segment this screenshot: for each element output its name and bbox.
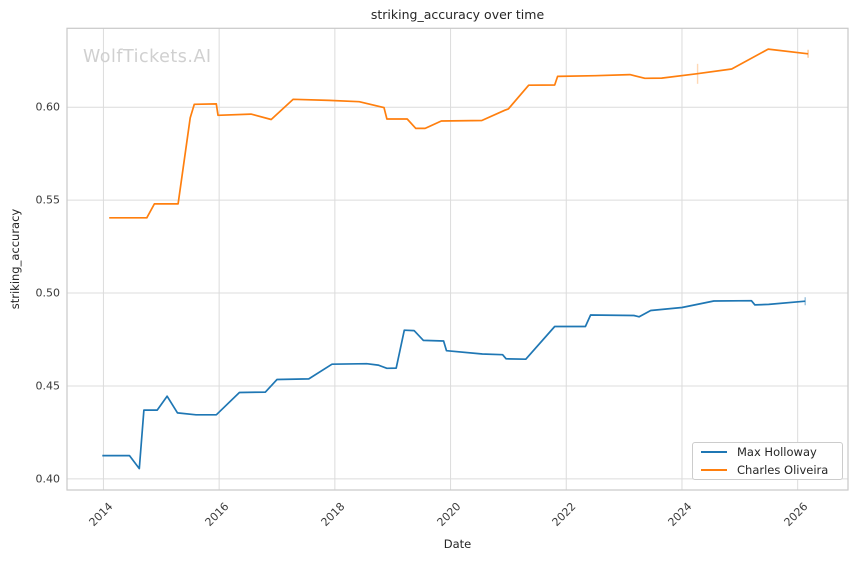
legend-label: Charles Oliveira — [737, 462, 829, 477]
series-line-max-holloway — [102, 299, 806, 470]
legend-label: Max Holloway — [737, 445, 817, 460]
chart-title: striking_accuracy over time — [370, 7, 545, 22]
legend-line-swatch-orange — [701, 468, 727, 471]
legend-item-max-holloway: Max Holloway — [701, 445, 834, 460]
y-tick-label: 0.45 — [35, 379, 61, 393]
y-axis-label: striking_accuracy — [8, 208, 22, 310]
series-line-charles-oliveira — [109, 48, 809, 219]
legend-line-swatch-blue — [701, 451, 727, 454]
y-tick-label: 0.60 — [35, 100, 61, 114]
y-tick-label: 0.55 — [35, 193, 61, 207]
y-tick-label: 0.40 — [35, 472, 61, 486]
legend: Max Holloway Charles Oliveira — [692, 442, 843, 480]
watermark: WolfTickets.AI — [83, 47, 212, 67]
plot-border — [66, 27, 849, 491]
legend-item-charles-oliveira: Charles Oliveira — [701, 463, 834, 478]
y-tick-label: 0.50 — [35, 286, 61, 300]
x-axis-label: Date — [443, 537, 472, 551]
